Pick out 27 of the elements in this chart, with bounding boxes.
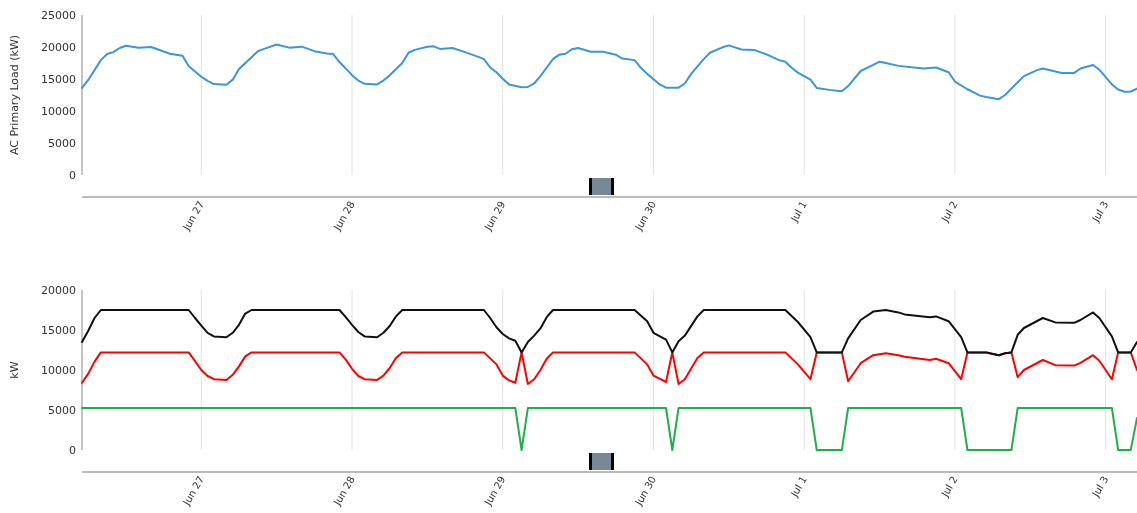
- x-tick-label: Jun 27: [180, 474, 207, 508]
- x-tick-label: Jun 30: [632, 474, 659, 508]
- y-tick-label: 15000: [41, 72, 76, 86]
- y-axis-title: AC Primary Load (kW): [8, 34, 21, 156]
- x-tick-label: Jun 28: [331, 474, 357, 508]
- y-tick-label: 5000: [48, 403, 76, 417]
- y-tick-label: 0: [69, 168, 76, 182]
- x-tick-label: Jul 3: [1089, 199, 1111, 225]
- y-tick-label: 10000: [41, 363, 76, 377]
- y-axis-title: kW: [8, 361, 21, 379]
- x-tick-label: Jul 3: [1089, 474, 1111, 500]
- y-tick-label: 0: [69, 443, 76, 457]
- x-tick-label: Jun 29: [481, 474, 508, 508]
- x-tick-label: Jun 28: [331, 199, 357, 233]
- x-tick-label: Jun 30: [632, 199, 659, 233]
- y-tick-label: 20000: [41, 283, 76, 297]
- x-tick-label: Jun 27: [180, 199, 207, 233]
- y-tick-label: 10000: [41, 104, 76, 118]
- y-tick-label: 20000: [41, 40, 76, 54]
- y-tick-label: 5000: [48, 136, 76, 150]
- y-tick-label: 15000: [41, 323, 76, 337]
- x-tick-label: Jul 1: [788, 474, 809, 500]
- x-tick-label: Jul 2: [938, 474, 960, 500]
- x-tick-label: Jun 29: [481, 199, 508, 233]
- x-tick-label: Jul 2: [938, 199, 960, 225]
- y-tick-label: 25000: [41, 8, 76, 22]
- x-tick-label: Jul 1: [788, 199, 809, 225]
